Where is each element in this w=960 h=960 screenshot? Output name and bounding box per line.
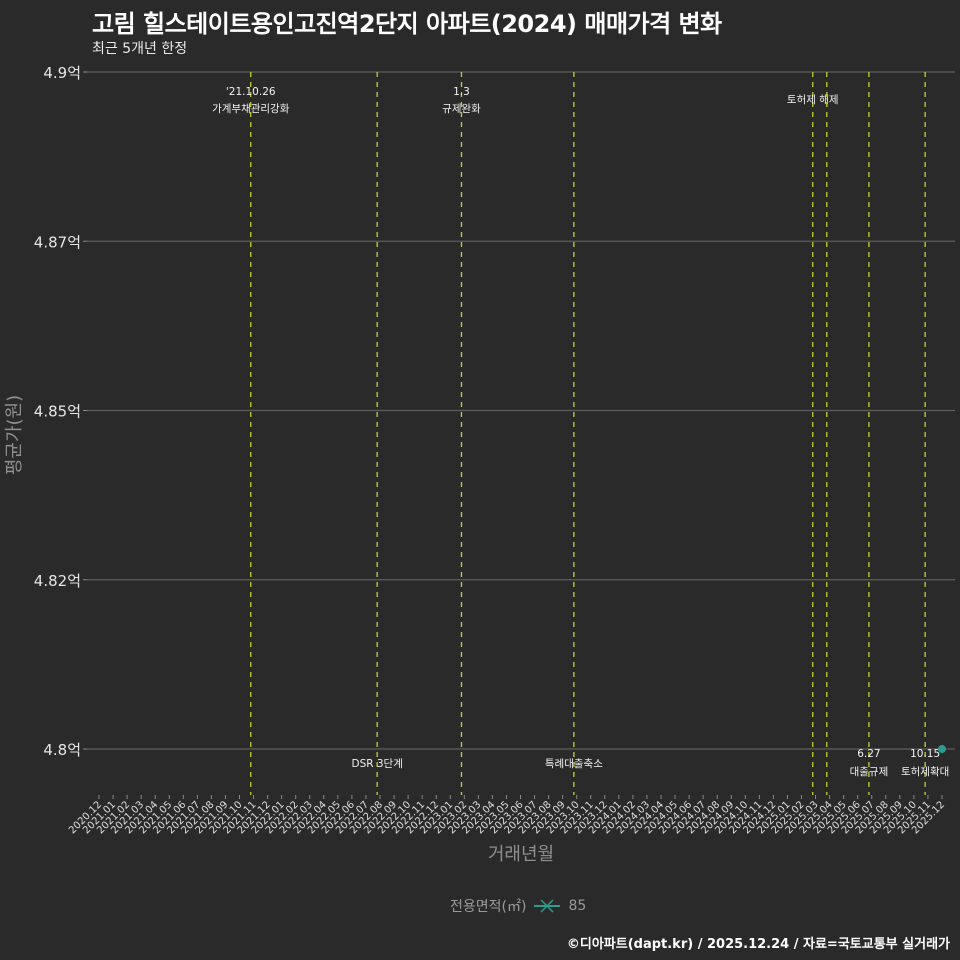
event-label: 토허제확대 bbox=[901, 765, 949, 778]
event-date: '21.10.26 bbox=[226, 86, 276, 98]
y-tick-label: 4.87억 bbox=[34, 233, 81, 251]
y-tick-label: 4.9억 bbox=[43, 64, 81, 82]
source-credit: ©디아파트(dapt.kr) / 2025.12.24 / 자료=국토교통부 실… bbox=[566, 937, 950, 952]
y-tick-label: 4.8억 bbox=[43, 741, 81, 759]
event-label: 가계부채관리강화 bbox=[212, 103, 290, 115]
event-label: DSR 3단계 bbox=[351, 758, 402, 770]
y-tick-label: 4.85억 bbox=[34, 403, 81, 421]
chart-subtitle: 최근 5개년 한정 bbox=[92, 41, 188, 57]
event-label: 특례대출축소 bbox=[545, 758, 603, 770]
y-tick-label: 4.82억 bbox=[34, 572, 81, 590]
event-label: 토허제 해제 bbox=[787, 93, 839, 106]
data-point bbox=[938, 745, 946, 753]
legend: 전용면적(㎡) 85 bbox=[450, 896, 586, 916]
legend-key-icon bbox=[534, 899, 561, 913]
event-label: 대출규제 bbox=[850, 766, 889, 778]
event-date: 1.3 bbox=[453, 86, 470, 98]
event-label: 규제완화 bbox=[442, 102, 481, 115]
event-date: 6.27 bbox=[857, 748, 880, 760]
chart-title: 고림 힐스테이트용인고진역2단지 아파트(2024) 매매가격 변화 bbox=[92, 10, 722, 38]
x-axis-title: 거래년월 bbox=[488, 844, 554, 865]
event-date: 10.15 bbox=[910, 748, 940, 760]
y-axis-title: 평균가(원) bbox=[4, 395, 25, 475]
legend-title: 전용면적(㎡) bbox=[450, 899, 527, 915]
legend-item-85: 85 bbox=[568, 898, 587, 914]
